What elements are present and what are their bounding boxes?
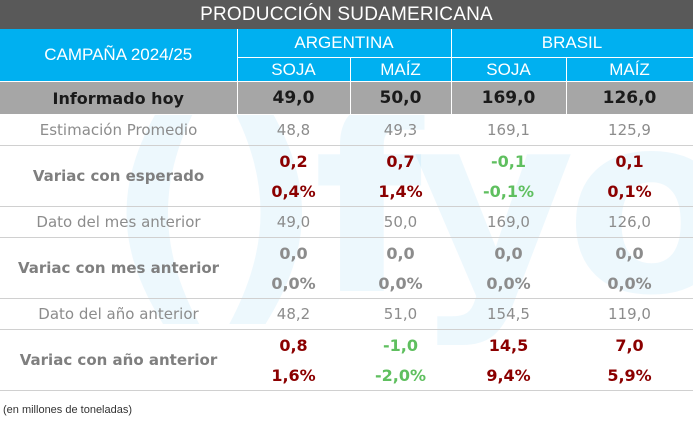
value-cell: 169,1: [451, 114, 566, 146]
row-anio-anterior: Dato del año anterior 48,2 51,0 154,5 11…: [0, 298, 693, 330]
crop-header-ar-soja: SOJA: [237, 57, 351, 82]
value-cell: 49,0: [237, 206, 350, 238]
value-cell: 0,0: [615, 243, 644, 263]
row-informado-hoy: Informado hoy 49,0 50,0 169,0 126,0: [0, 81, 693, 115]
value-cell: 50,0: [350, 206, 451, 238]
production-table: CAMPAÑA 2024/25 ARGENTINA BRASIL SOJA MA…: [0, 29, 693, 391]
value-cell: 0,7: [386, 151, 415, 171]
value-cell: 0,0: [386, 243, 415, 263]
row-label: Dato del año anterior: [0, 298, 237, 330]
row-variac-anio-pct: 1,6% -2,0% 9,4% 5,9%: [0, 360, 693, 391]
value-cell: 5,9%: [566, 360, 693, 391]
value-cell: -2,0%: [350, 360, 451, 391]
row-variac-anio-abs: Variac con año anterior 0,8 -1,0 14,5 7,…: [0, 329, 693, 391]
campaign-header: CAMPAÑA 2024/25: [0, 29, 238, 82]
row-variac-mes-pct: 0,0% 0,0% 0,0% 0,0%: [0, 268, 693, 299]
value-cell: 169,0: [451, 81, 567, 115]
value-cell: -0,1%: [451, 176, 566, 207]
value-cell: 14,5: [488, 335, 529, 355]
value-cell: 0,2: [279, 151, 308, 171]
row-label: Estimación Promedio: [0, 114, 237, 146]
country-header-argentina: ARGENTINA: [237, 29, 452, 58]
value-cell: 48,8: [237, 114, 350, 146]
row-label: Variac con año anterior: [0, 329, 237, 391]
row-variac-esperado-abs: Variac con esperado 0,2 0,7 -0,1 0,1: [0, 145, 693, 207]
value-cell: 0,0: [494, 243, 523, 263]
header-row-countries: CAMPAÑA 2024/25 ARGENTINA BRASIL: [0, 29, 693, 82]
value-cell: 49,3: [350, 114, 451, 146]
value-cell: 7,0: [615, 335, 644, 355]
value-cell: 0,8: [279, 335, 308, 355]
footnote: (en millones de toneladas): [3, 404, 133, 416]
row-label: Variac con mes anterior: [0, 237, 237, 299]
value-cell: 169,0: [451, 206, 566, 238]
row-mes-anterior: Dato del mes anterior 49,0 50,0 169,0 12…: [0, 206, 693, 238]
value-cell: 0,0%: [566, 268, 693, 299]
value-cell: 51,0: [350, 298, 451, 330]
value-cell: 1,4%: [350, 176, 451, 207]
row-label: Variac con esperado: [0, 145, 237, 207]
row-variac-mes-abs: Variac con mes anterior 0,0 0,0 0,0 0,0: [0, 237, 693, 299]
value-cell: 48,2: [237, 298, 350, 330]
value-cell: 9,4%: [451, 360, 566, 391]
value-cell: 0,0%: [237, 268, 350, 299]
value-cell: 0,0%: [350, 268, 451, 299]
value-cell: 126,0: [566, 81, 693, 115]
value-cell: 0,4%: [237, 176, 350, 207]
value-cell: 125,9: [566, 114, 693, 146]
value-cell: 119,0: [566, 298, 693, 330]
value-cell: 0,1: [615, 151, 644, 171]
country-header-brasil: BRASIL: [451, 29, 693, 58]
value-cell: 1,6%: [237, 360, 350, 391]
row-variac-esperado-pct: 0,4% 1,4% -0,1% 0,1%: [0, 176, 693, 207]
value-cell: -1,0: [383, 335, 418, 355]
row-label: Informado hoy: [0, 81, 238, 115]
value-cell: 0,0%: [451, 268, 566, 299]
crop-header-br-maiz: MAÍZ: [566, 57, 693, 82]
crop-header-ar-maiz: MAÍZ: [350, 57, 452, 82]
value-cell: 0,1%: [566, 176, 693, 207]
value-cell: -0,1: [491, 151, 526, 171]
row-label: Dato del mes anterior: [0, 206, 237, 238]
crop-header-br-soja: SOJA: [451, 57, 567, 82]
header-row-crops: SOJA MAÍZ SOJA MAÍZ: [0, 57, 693, 82]
value-cell: 0,0: [279, 243, 308, 263]
value-cell: 126,0: [566, 206, 693, 238]
table-title: PRODUCCIÓN SUDAMERICANA: [0, 0, 693, 29]
value-cell: 50,0: [350, 81, 452, 115]
value-cell: 154,5: [451, 298, 566, 330]
row-estimacion-promedio: Estimación Promedio 48,8 49,3 169,1 125,…: [0, 114, 693, 146]
value-cell: 49,0: [237, 81, 351, 115]
